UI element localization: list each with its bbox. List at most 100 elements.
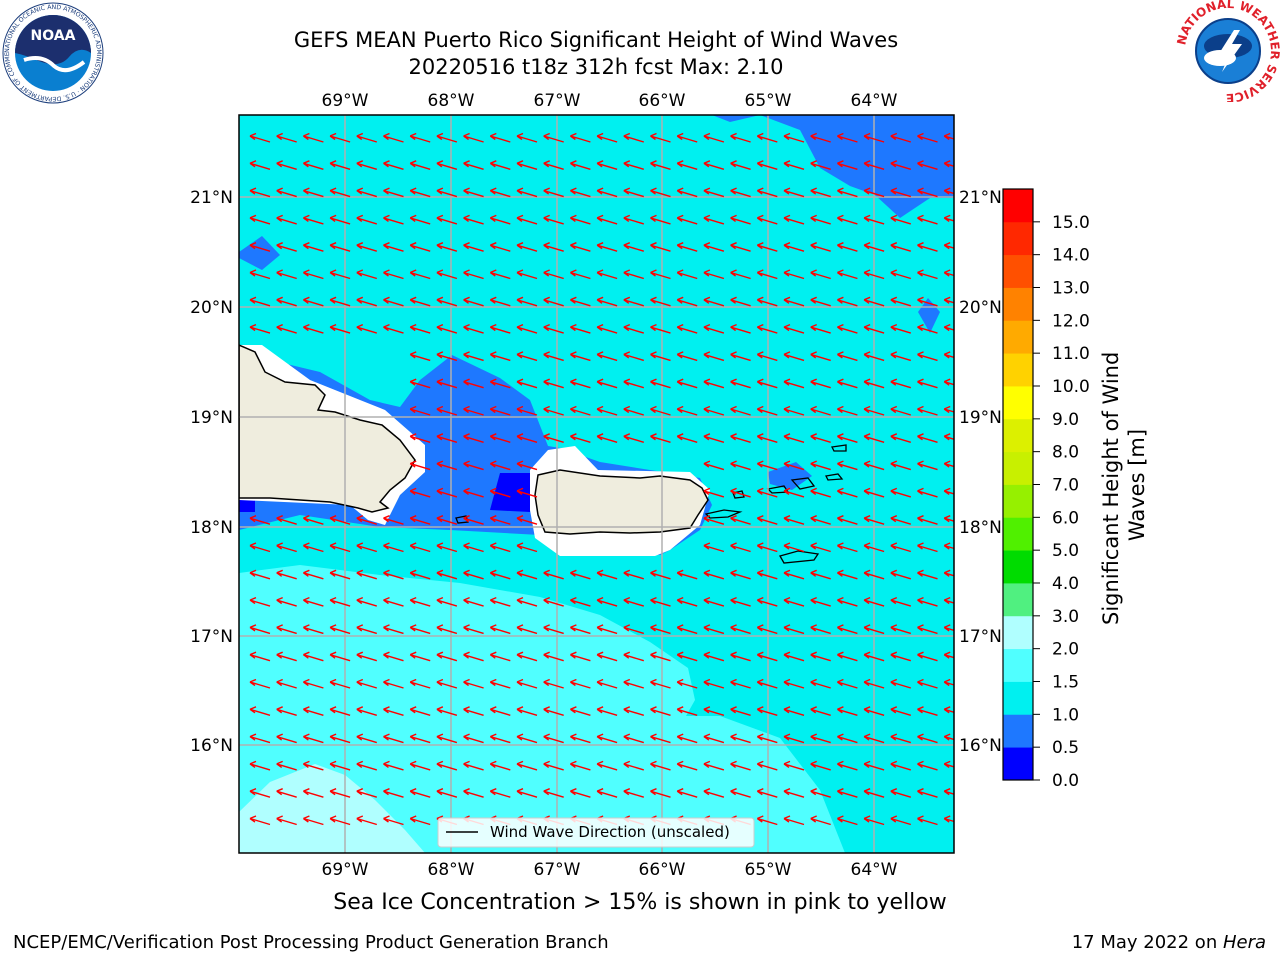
- wave-direction-arrow: [676, 351, 698, 362]
- wave-direction-arrow: [329, 323, 351, 334]
- wave-direction-arrow: [543, 378, 564, 389]
- wave-direction-arrow: [783, 405, 805, 416]
- wave-direction-arrow: [623, 160, 645, 170]
- wave-direction-arrow: [249, 323, 271, 334]
- wave-direction-arrow: [489, 242, 511, 252]
- wave-direction-arrow: [863, 788, 885, 798]
- wave-direction-arrow: [703, 596, 725, 607]
- wave-direction-arrow: [569, 706, 591, 716]
- wave-direction-arrow: [623, 788, 645, 798]
- lat-label-left-18n: 18°N: [190, 518, 233, 538]
- colorbar-label: Significant Height of Wind Waves [m]: [1099, 345, 1149, 625]
- wave-direction-arrow: [516, 788, 538, 798]
- wave-direction-arrow: [730, 160, 751, 170]
- colorbar-label-line1: Significant Height of Wind: [1099, 352, 1123, 625]
- wave-direction-arrow: [836, 815, 858, 826]
- wave-direction-arrow: [356, 760, 378, 771]
- colorbar-label-line2: Waves [m]: [1125, 429, 1149, 541]
- colorbar-tick-label: 10.0: [1052, 377, 1090, 397]
- wave-direction-arrow: [623, 242, 645, 252]
- wave-direction-arrow: [463, 760, 484, 771]
- wave-direction-arrow: [676, 569, 698, 580]
- wave-direction-arrow: [409, 706, 431, 716]
- wave-direction-arrow: [730, 351, 751, 362]
- wave-direction-arrow: [249, 624, 271, 635]
- lat-label-right-16n: 16°N: [959, 736, 1002, 756]
- wave-direction-arrow: [463, 515, 484, 525]
- wave-direction-arrow: [489, 678, 511, 689]
- wave-direction-arrow: [756, 460, 778, 471]
- wave-direction-arrow: [383, 242, 404, 252]
- wave-direction-arrow: [836, 733, 858, 744]
- wave-direction-arrow: [756, 487, 778, 498]
- lat-label-left-21n: 21°N: [190, 188, 233, 208]
- wave-direction-arrow: [436, 596, 458, 607]
- colorbar-tick-label: 13.0: [1052, 279, 1090, 299]
- wave-direction-arrow: [810, 788, 831, 798]
- wave-direction-arrow: [463, 542, 484, 553]
- colorbar-segment: [1003, 714, 1033, 748]
- wave-direction-arrow: [356, 160, 378, 170]
- wave-direction-arrow: [569, 760, 591, 771]
- colorbar-tick-label: 7.0: [1052, 476, 1079, 496]
- wave-direction-arrow: [810, 678, 831, 689]
- wave-direction-arrow: [249, 569, 271, 580]
- wave-field-1.5-to-2: [239, 565, 845, 853]
- wave-direction-arrow: [890, 460, 912, 471]
- wave-direction-arrow: [436, 378, 458, 389]
- lon-label-top-68w: 68°W: [428, 91, 475, 111]
- wave-direction-arrow: [943, 596, 954, 605]
- wave-direction-arrow: [756, 624, 778, 635]
- wave-direction-arrow: [650, 624, 671, 635]
- wave-direction-arrow: [302, 132, 324, 143]
- wave-direction-arrow: [249, 269, 271, 280]
- graticule: [239, 115, 954, 853]
- wave-direction-arrow: [596, 706, 618, 716]
- wave-direction-arrow: [730, 487, 751, 498]
- wave-field-0-to-0.5: [490, 473, 530, 512]
- wave-direction-arrow: [810, 132, 831, 143]
- colorbar-tick-label: 1.0: [1052, 705, 1079, 725]
- wave-direction-arrow: [810, 569, 831, 580]
- wave-direction-arrow: [329, 515, 351, 525]
- wave-direction-arrow: [543, 678, 564, 689]
- wave-direction-arrow: [917, 351, 938, 362]
- wave-direction-arrow: [756, 678, 778, 689]
- wave-direction-arrow: [276, 760, 297, 771]
- colorbar-segment: [1003, 287, 1033, 321]
- wave-direction-arrow: [436, 651, 458, 662]
- wave-direction-arrow: [463, 624, 484, 635]
- wave-direction-arrow: [863, 487, 885, 498]
- wave-direction-arrow: [489, 433, 511, 443]
- wave-direction-arrow: [596, 323, 618, 334]
- wave-direction-arrow: [489, 160, 511, 170]
- wave-direction-arrow: [836, 132, 858, 143]
- wave-direction-arrow: [756, 815, 778, 826]
- wave-direction-arrow: [623, 569, 645, 580]
- wave-direction-arrow: [890, 706, 912, 716]
- wave-direction-arrow: [569, 624, 591, 635]
- wave-direction-arrow: [730, 788, 751, 798]
- wave-direction-arrow: [569, 788, 591, 798]
- wave-direction-arrow: [356, 733, 378, 744]
- colorbar: [1003, 189, 1033, 781]
- wave-direction-arrow: [409, 378, 431, 389]
- wave-direction-arrow: [756, 187, 778, 198]
- wave-direction-arrow: [276, 624, 297, 635]
- wave-direction-arrow: [836, 351, 858, 362]
- culebra-island: [732, 490, 745, 499]
- wave-direction-arrow: [703, 160, 725, 170]
- wave-direction-arrow: [783, 596, 805, 607]
- wave-direction-arrow: [730, 651, 751, 662]
- wave-direction-arrow: [863, 351, 885, 362]
- wave-direction-arrow: [917, 542, 938, 553]
- wave-direction-arrow: [703, 760, 725, 771]
- wave-direction-arrow: [409, 242, 431, 252]
- wave-direction-arrow: [650, 378, 671, 389]
- wave-direction-arrow: [890, 515, 912, 525]
- wave-direction-arrow: [276, 296, 297, 307]
- wave-direction-arrow: [489, 269, 511, 280]
- wave-direction-arrow: [890, 569, 912, 580]
- wave-direction-arrow: [917, 433, 938, 443]
- wave-direction-arrow: [890, 815, 912, 826]
